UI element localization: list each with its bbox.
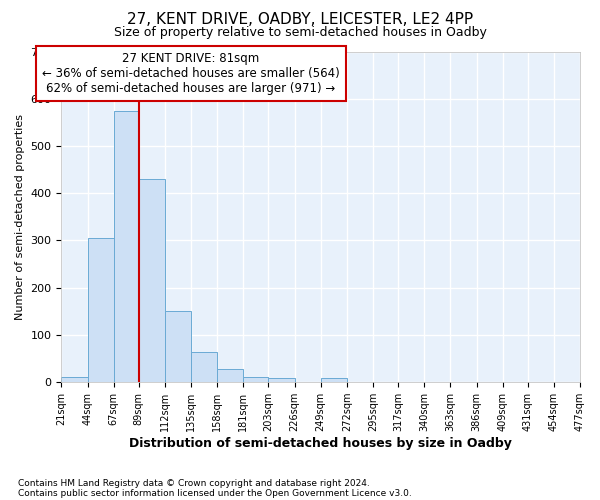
Bar (88, 238, 114, 382)
Text: 27 KENT DRIVE: 81sqm
← 36% of semi-detached houses are smaller (564)
62% of semi: 27 KENT DRIVE: 81sqm ← 36% of semi-detac… (42, 52, 340, 95)
Bar (191, 352, 217, 382)
X-axis label: Distribution of semi-detached houses by size in Oadby: Distribution of semi-detached houses by … (129, 437, 512, 450)
Bar (217, 369, 244, 382)
Bar (61, 378, 88, 382)
Bar (139, 179, 165, 382)
Bar (244, 378, 268, 382)
Bar (165, 312, 191, 382)
Bar (268, 378, 295, 382)
Bar (321, 378, 347, 382)
Text: Contains HM Land Registry data © Crown copyright and database right 2024.: Contains HM Land Registry data © Crown c… (18, 478, 370, 488)
Text: Size of property relative to semi-detached houses in Oadby: Size of property relative to semi-detach… (113, 26, 487, 39)
Text: Contains public sector information licensed under the Open Government Licence v3: Contains public sector information licen… (18, 488, 412, 498)
Y-axis label: Number of semi-detached properties: Number of semi-detached properties (15, 114, 25, 320)
Text: 27, KENT DRIVE, OADBY, LEICESTER, LE2 4PP: 27, KENT DRIVE, OADBY, LEICESTER, LE2 4P… (127, 12, 473, 28)
Bar (114, 110, 139, 382)
